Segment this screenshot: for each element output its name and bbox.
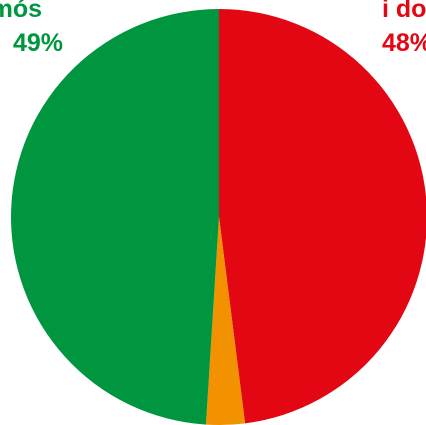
label-green-pct: 49%	[13, 29, 63, 57]
label-green-name: amós	[0, 0, 42, 23]
pie-labels: amós 49% i do 48%	[0, 0, 426, 57]
slice-red	[219, 9, 426, 424]
label-red-pct: 48%	[382, 29, 426, 57]
slice-green	[11, 9, 219, 425]
label-red-name: i do	[382, 0, 426, 23]
slice-orange	[205, 217, 246, 425]
pie-slices	[11, 9, 426, 425]
